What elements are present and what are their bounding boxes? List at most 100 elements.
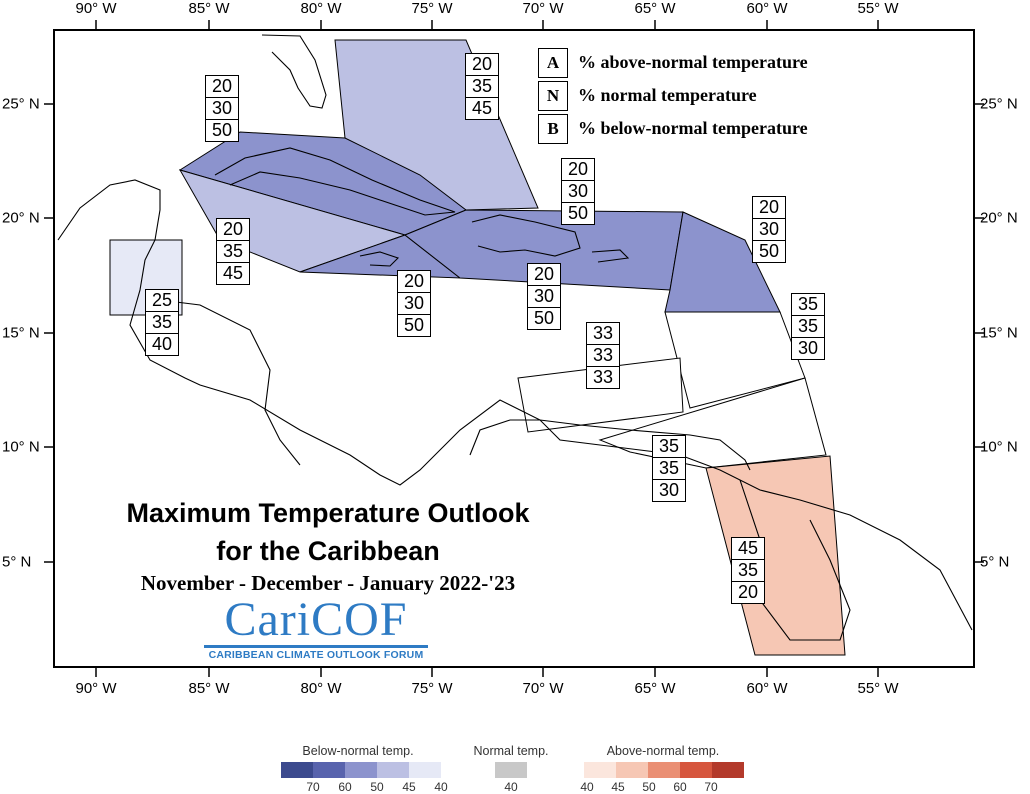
prob-normal: 35 xyxy=(465,75,499,98)
prob-above: 35 xyxy=(652,435,686,458)
below-swatch xyxy=(345,762,377,778)
lat-label-left: 15° N xyxy=(2,324,40,342)
normal-tick: 40 xyxy=(504,780,518,794)
prob-below: 20 xyxy=(731,581,765,604)
logo-wordmark: CariCOF xyxy=(224,593,408,646)
lon-label-bottom: 75° W xyxy=(411,680,453,697)
prob-normal: 30 xyxy=(561,180,595,203)
below-normal-title: Below-normal temp. xyxy=(302,744,414,758)
below-swatch xyxy=(281,762,313,778)
prob-above: 20 xyxy=(752,196,786,219)
lon-label-top: 85° W xyxy=(188,0,230,17)
lon-label-top: 70° W xyxy=(522,0,564,17)
above-swatch xyxy=(648,762,680,778)
lat-label-right: 5° N xyxy=(980,553,1010,571)
prob-table-cayman: 20 35 45 xyxy=(216,218,250,285)
prob-table-jamaica: 20 30 50 xyxy=(397,270,431,337)
hispaniola-coast xyxy=(471,214,581,257)
prob-below: 30 xyxy=(791,337,825,360)
region-abc xyxy=(517,357,684,433)
honduras-coast xyxy=(159,299,301,466)
abn-key-legend: A % above-normal temperature N % normal … xyxy=(538,46,808,145)
above-swatch xyxy=(680,762,712,778)
lon-label-top: 90° W xyxy=(75,0,117,17)
lat-label-right: 10° N xyxy=(980,438,1018,456)
prob-table-hispaniola-north: 20 30 50 xyxy=(561,158,595,225)
prob-below: 50 xyxy=(527,307,561,330)
prob-table-guianas: 45 35 20 xyxy=(731,537,765,604)
lat-label-left: 10° N xyxy=(2,438,40,456)
prob-below: 50 xyxy=(205,119,239,142)
prob-above: 20 xyxy=(465,53,499,76)
lat-label-right: 20° N xyxy=(980,209,1018,227)
below-tick: 45 xyxy=(402,780,416,794)
prob-table-belize: 25 35 40 xyxy=(145,289,179,356)
above-tick: 60 xyxy=(673,780,687,794)
below-swatch xyxy=(377,762,409,778)
prob-above: 20 xyxy=(205,75,239,98)
prob-above: 20 xyxy=(527,263,561,286)
prob-normal: 30 xyxy=(752,218,786,241)
map-frame xyxy=(53,29,975,668)
lat-label-right: 15° N xyxy=(980,324,1018,342)
prob-table-windward-islands: 35 35 30 xyxy=(791,293,825,360)
prob-below: 50 xyxy=(397,314,431,337)
puerto-rico-coast xyxy=(591,249,630,263)
region-guianas xyxy=(705,455,846,656)
lat-label-left: 5° N xyxy=(2,553,32,571)
above-swatch xyxy=(584,762,616,778)
key-row-above: A % above-normal temperature xyxy=(538,46,808,79)
lon-label-bottom: 80° W xyxy=(300,680,342,697)
lon-label-top: 75° W xyxy=(411,0,453,17)
key-letter-n: N xyxy=(538,80,568,111)
lat-label-left: 25° N xyxy=(2,95,40,113)
lon-label-bottom: 70° W xyxy=(522,680,564,697)
prob-below: 33 xyxy=(586,366,620,389)
prob-above: 35 xyxy=(791,293,825,316)
lon-label-bottom: 60° W xyxy=(746,680,788,697)
prob-below: 45 xyxy=(216,262,250,285)
prob-table-leeward-islands: 20 30 50 xyxy=(752,196,786,263)
season-label: November - December - January 2022-'23 xyxy=(140,571,516,595)
lon-label-top: 60° W xyxy=(746,0,788,17)
prob-above: 20 xyxy=(216,218,250,241)
normal-swatch xyxy=(495,762,527,778)
normal-title: Normal temp. xyxy=(473,744,549,758)
lat-label-left: 20° N xyxy=(2,209,40,227)
jamaica-coast xyxy=(359,251,400,267)
prob-table-cuba: 20 30 50 xyxy=(205,75,239,142)
prob-table-trinidad: 35 35 30 xyxy=(652,435,686,502)
logo-divider xyxy=(204,645,428,648)
lon-label-top: 80° W xyxy=(300,0,342,17)
prob-normal: 33 xyxy=(586,344,620,367)
prob-above: 45 xyxy=(731,537,765,560)
above-normal-title: Above-normal temp. xyxy=(606,744,720,758)
map-title-line1: Maximum Temperature Outlook xyxy=(126,498,530,528)
prob-below: 30 xyxy=(652,479,686,502)
florida-coast xyxy=(261,34,327,109)
lon-label-bottom: 55° W xyxy=(857,680,899,697)
prob-table-abc-islands: 33 33 33 xyxy=(586,322,620,389)
prob-normal: 35 xyxy=(731,559,765,582)
key-letter-a: A xyxy=(538,47,568,78)
lat-label-right: 25° N xyxy=(980,95,1018,113)
prob-below: 50 xyxy=(561,202,595,225)
prob-normal: 35 xyxy=(145,311,179,334)
prob-normal: 30 xyxy=(205,97,239,120)
prob-above: 20 xyxy=(561,158,595,181)
caricof-logo: CariCOF CARIBBEAN CLIMATE OUTLOOK FORUM xyxy=(200,596,432,661)
yucatan-central-america-coast xyxy=(57,179,751,486)
above-swatch xyxy=(712,762,744,778)
key-text-normal: % normal temperature xyxy=(578,85,757,105)
above-tick: 40 xyxy=(580,780,594,794)
lon-label-top: 65° W xyxy=(634,0,676,17)
map-title-line2: for the Caribbean xyxy=(216,536,440,566)
prob-normal: 30 xyxy=(397,292,431,315)
lon-label-bottom: 90° W xyxy=(75,680,117,697)
lon-label-top: 55° W xyxy=(857,0,899,17)
above-swatch xyxy=(616,762,648,778)
prob-table-hispaniola-south: 20 30 50 xyxy=(527,263,561,330)
prob-above: 25 xyxy=(145,289,179,312)
above-tick: 45 xyxy=(611,780,625,794)
